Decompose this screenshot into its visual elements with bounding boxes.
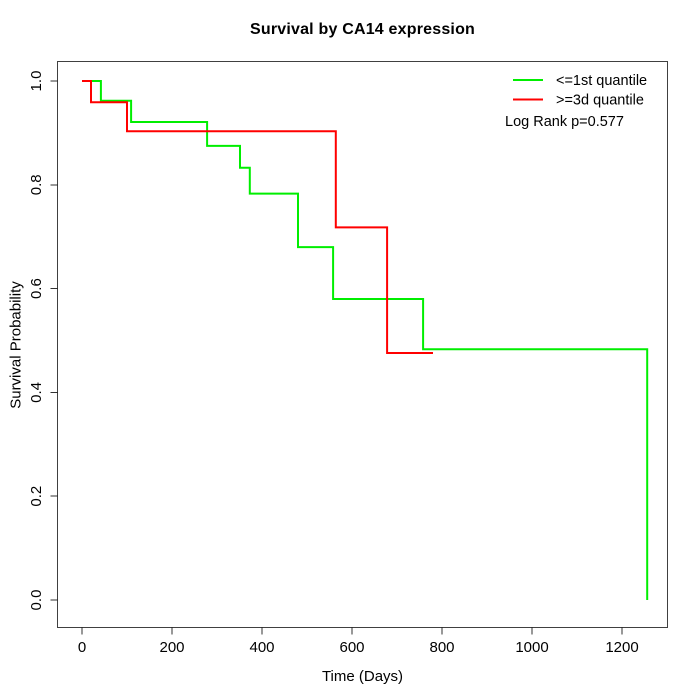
survival-curve-high-expression: [82, 80, 433, 354]
log-rank-annotation: Log Rank p=0.577: [505, 114, 624, 130]
y-axis-ticks: 0.0 0.2 0.4 0.6 0.8 1.0: [28, 71, 58, 611]
y-tick-label: 0.2: [28, 486, 45, 507]
x-tick-label: 800: [429, 639, 454, 656]
legend-label: >=3d quantile: [556, 93, 644, 109]
survival-curves: [82, 80, 649, 600]
x-axis-label: Time (Days): [321, 668, 404, 685]
legend-label: <=1st quantile: [556, 73, 647, 89]
legend: <=1st quantile >=3d quantile: [513, 73, 647, 109]
chart-title: Survival by CA14 expression: [249, 21, 476, 38]
x-tick-label: 200: [159, 639, 184, 656]
x-tick-label: 400: [249, 639, 274, 656]
y-axis-label: Survival Probability: [7, 281, 25, 409]
survival-curve-low-expression: [82, 80, 649, 600]
x-tick-label: 0: [78, 639, 86, 656]
y-tick-label: 0.0: [28, 590, 45, 611]
y-tick-label: 0.8: [28, 174, 45, 195]
y-tick-label: 1.0: [28, 71, 45, 92]
x-axis-ticks: 0 200 400 600 800 1000 1200: [78, 627, 639, 656]
y-tick-label: 0.6: [28, 278, 45, 299]
plot-box: [57, 61, 668, 628]
y-tick-label: 0.4: [28, 382, 45, 403]
x-tick-label: 1000: [515, 639, 548, 656]
x-tick-label: 600: [339, 639, 364, 656]
x-tick-label: 1200: [605, 639, 638, 656]
